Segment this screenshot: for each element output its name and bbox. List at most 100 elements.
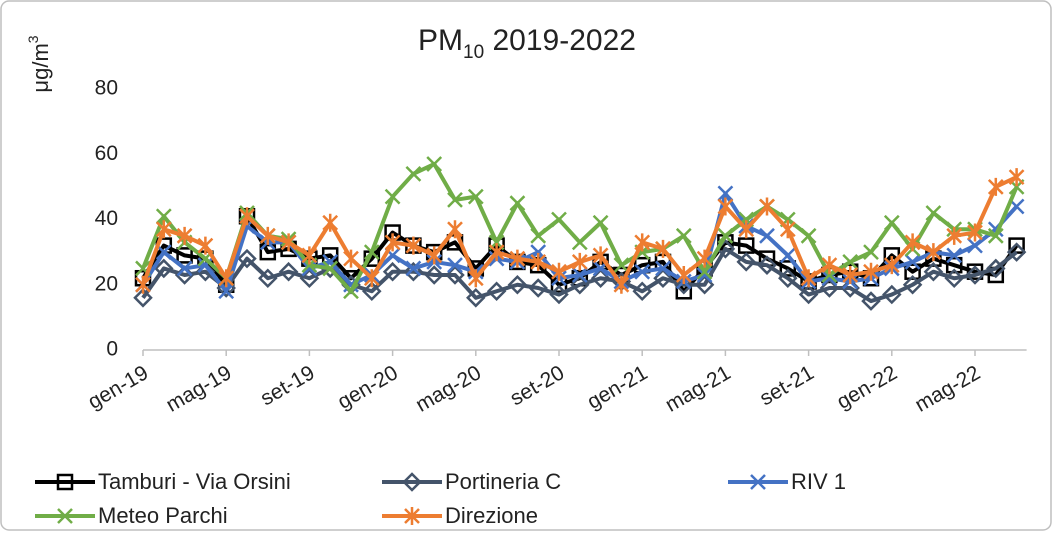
y-tick-label: 20	[95, 272, 118, 295]
marker	[447, 192, 463, 208]
marker	[237, 248, 257, 269]
marker	[819, 278, 840, 298]
marker	[902, 274, 923, 295]
marker	[155, 244, 172, 261]
title-part: 10	[463, 42, 484, 63]
marker	[883, 256, 900, 275]
marker	[694, 274, 715, 295]
marker	[738, 220, 755, 239]
marker	[696, 249, 713, 268]
legend-item: Tamburi - Via Orsini	[35, 469, 291, 494]
marker	[798, 284, 819, 305]
marker	[322, 260, 339, 277]
marker	[904, 233, 921, 252]
marker	[424, 265, 444, 285]
marker	[176, 226, 193, 245]
marker	[925, 205, 942, 221]
marker	[696, 267, 713, 283]
y-label-part: 3	[25, 35, 41, 43]
marker	[717, 185, 734, 202]
marker	[778, 268, 798, 288]
marker	[904, 254, 921, 270]
y-tick-label: 80	[95, 77, 118, 100]
marker	[426, 246, 443, 265]
marker	[634, 263, 651, 280]
legend-item: RIV 1	[728, 469, 846, 494]
marker	[197, 236, 214, 255]
marker	[613, 275, 630, 294]
marker	[590, 268, 611, 288]
marker	[570, 274, 590, 295]
marker	[674, 274, 694, 295]
marker	[987, 227, 1004, 244]
marker	[549, 284, 569, 305]
marker	[301, 260, 318, 277]
marker	[322, 213, 339, 232]
marker	[530, 227, 547, 244]
marker	[405, 260, 422, 277]
marker	[967, 237, 983, 254]
marker	[571, 252, 588, 271]
marker	[259, 243, 277, 261]
marker	[405, 165, 422, 182]
marker	[800, 269, 817, 288]
marker	[945, 256, 963, 274]
marker	[486, 281, 507, 302]
marker	[509, 249, 526, 268]
marker	[551, 211, 567, 228]
marker	[863, 244, 879, 261]
marker	[946, 226, 963, 245]
marker	[343, 283, 359, 300]
marker	[750, 474, 766, 490]
marker	[904, 263, 921, 280]
marker	[1008, 168, 1025, 187]
marker	[447, 257, 463, 274]
marker	[592, 246, 609, 265]
marker	[696, 263, 713, 280]
marker	[488, 243, 505, 262]
marker	[571, 234, 588, 251]
marker	[882, 284, 902, 305]
marker	[384, 188, 401, 205]
marker	[466, 288, 486, 308]
marker	[551, 262, 567, 281]
marker	[404, 507, 420, 525]
marker	[363, 244, 380, 261]
marker	[176, 247, 193, 264]
marker	[800, 227, 817, 244]
marker	[965, 265, 985, 285]
marker	[861, 291, 881, 311]
marker	[757, 255, 777, 275]
marker	[507, 274, 528, 295]
marker	[155, 220, 172, 239]
marker	[218, 269, 235, 288]
title-part: PM	[418, 24, 463, 57]
marker	[133, 288, 153, 308]
marker	[239, 207, 255, 226]
marker	[863, 262, 879, 281]
marker	[509, 195, 526, 212]
marker	[467, 188, 484, 205]
marker	[343, 249, 359, 268]
legend-label: Portineria C	[445, 469, 561, 494]
marker	[258, 268, 278, 288]
marker	[717, 197, 734, 216]
marker	[176, 260, 193, 277]
marker	[363, 269, 380, 288]
marker	[653, 268, 673, 288]
marker	[759, 227, 775, 244]
marker	[280, 233, 297, 252]
marker	[655, 239, 671, 258]
marker	[301, 246, 318, 265]
marker	[779, 260, 797, 277]
marker	[528, 278, 548, 298]
marker	[57, 508, 73, 524]
marker	[946, 247, 963, 264]
marker	[779, 220, 796, 239]
legend-item: Direzione	[382, 503, 538, 528]
y-axis-label: μg/m3	[25, 35, 53, 92]
marker	[571, 267, 588, 283]
marker	[278, 261, 299, 282]
marker	[655, 260, 671, 277]
